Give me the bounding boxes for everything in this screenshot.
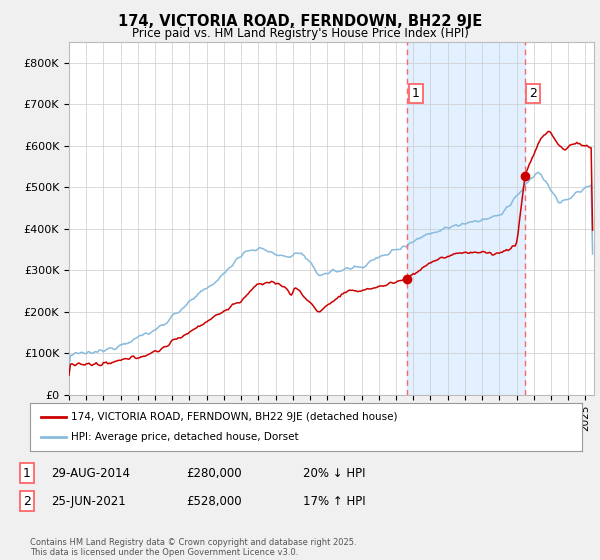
- Text: £280,000: £280,000: [186, 466, 242, 480]
- Text: 29-AUG-2014: 29-AUG-2014: [51, 466, 130, 480]
- Text: 1: 1: [23, 466, 31, 480]
- Text: 1: 1: [412, 87, 420, 100]
- Text: 17% ↑ HPI: 17% ↑ HPI: [303, 494, 365, 508]
- Text: Contains HM Land Registry data © Crown copyright and database right 2025.
This d: Contains HM Land Registry data © Crown c…: [30, 538, 356, 557]
- Text: Price paid vs. HM Land Registry's House Price Index (HPI): Price paid vs. HM Land Registry's House …: [131, 27, 469, 40]
- Text: 20% ↓ HPI: 20% ↓ HPI: [303, 466, 365, 480]
- Text: 174, VICTORIA ROAD, FERNDOWN, BH22 9JE (detached house): 174, VICTORIA ROAD, FERNDOWN, BH22 9JE (…: [71, 412, 398, 422]
- Text: 2: 2: [529, 87, 538, 100]
- Text: 2: 2: [23, 494, 31, 508]
- Bar: [407, 42, 525, 395]
- Text: HPI: Average price, detached house, Dorset: HPI: Average price, detached house, Dors…: [71, 432, 299, 442]
- Text: 174, VICTORIA ROAD, FERNDOWN, BH22 9JE: 174, VICTORIA ROAD, FERNDOWN, BH22 9JE: [118, 14, 482, 29]
- Text: £528,000: £528,000: [186, 494, 242, 508]
- Text: 25-JUN-2021: 25-JUN-2021: [51, 494, 126, 508]
